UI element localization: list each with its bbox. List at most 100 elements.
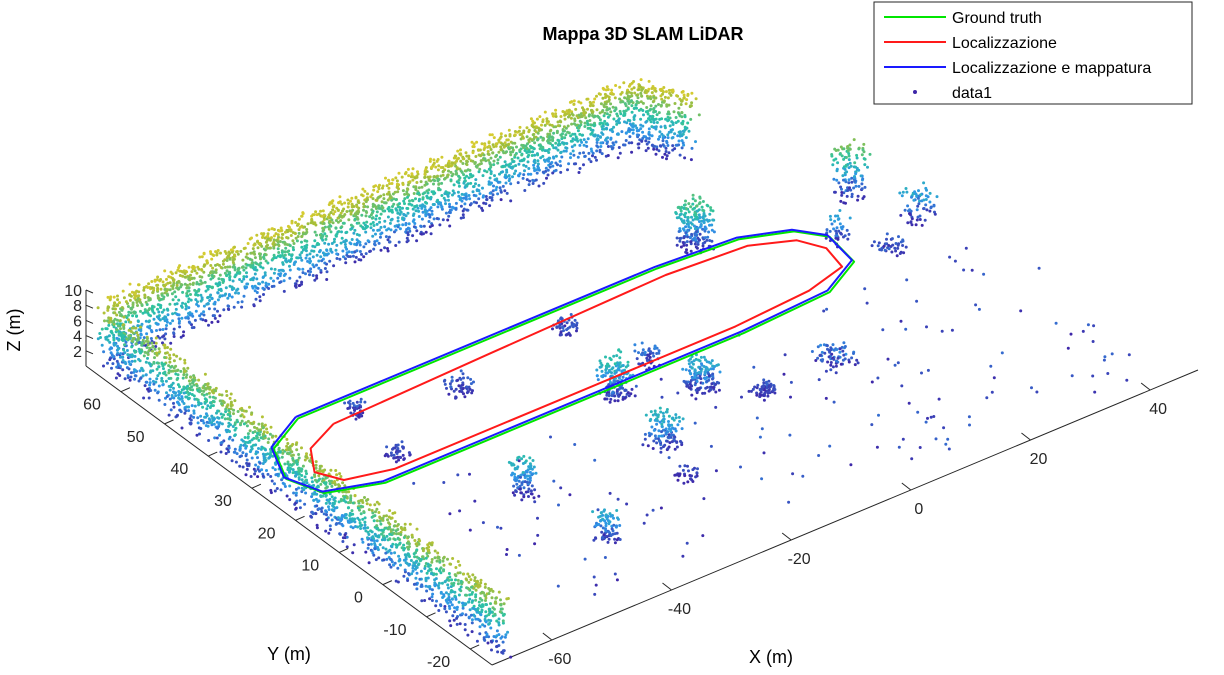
cloud-point [423,599,427,602]
cloud-point [364,529,368,533]
cloud-point [254,463,258,467]
cloud-point [102,311,106,315]
cloud-point [161,328,165,331]
cloud-point [207,439,211,442]
cloud-point [184,302,187,306]
cloud-point [583,154,587,158]
cloud-point [140,341,144,345]
cloud-point [356,506,360,510]
cloud-point [129,371,133,375]
cloud-point [194,309,198,313]
cloud-point [255,436,259,440]
cloud-point [446,218,450,222]
cloud-point [218,399,222,403]
cloud-point [300,486,304,490]
cloud-point [347,506,350,510]
cloud-point [529,172,533,176]
cloud-point [352,543,356,547]
cloud-point [520,132,523,136]
cloud-point [644,110,648,114]
cloud-point [517,162,521,166]
cloud-point [289,229,293,233]
cloud-point [200,255,204,259]
cloud-point [666,112,670,116]
cloud-point [378,183,381,187]
cloud-point [189,375,193,379]
cloud-point [201,405,205,409]
cloud-point [329,211,333,215]
cloud-point [447,169,450,173]
cloud-point [186,366,190,370]
cloud-point [582,111,586,115]
cloud-point [648,108,652,112]
cloud-point [681,132,685,136]
cloud-point [341,540,345,543]
cloud-point [457,384,461,388]
cloud-point [545,119,549,123]
cloud-point [433,556,437,560]
cloud-point [384,547,388,551]
cloud-point [660,97,664,101]
cloud-point [167,371,171,375]
cloud-point [150,286,154,290]
cloud-point [357,201,361,205]
cloud-point [328,259,332,263]
cloud-point [447,604,451,608]
cloud-point [202,386,206,390]
cloud-point [649,97,653,101]
cloud-point [588,119,592,122]
cloud-point [220,277,224,281]
cloud-point [661,143,665,147]
cloud-point [538,115,542,119]
cloud-point [554,141,558,145]
cloud-point [424,200,427,204]
cloud-point [177,321,181,325]
cloud-point [492,607,496,611]
cloud-point [182,373,186,377]
cloud-point [338,214,342,217]
cloud-point [365,220,369,224]
cloud-point [169,408,173,412]
cloud-point [601,124,605,128]
cloud-point [452,191,456,195]
cloud-point [454,566,458,569]
cloud-point [684,250,688,254]
cloud-point [254,297,258,301]
cloud-point [360,252,363,256]
cloud-point [130,354,134,357]
cloud-point [377,556,381,560]
cloud-point [423,176,427,179]
cloud-point [697,113,701,117]
cloud-point [487,587,491,590]
cloud-point [327,505,330,509]
cloud-point [202,421,206,425]
cloud-point [224,452,228,455]
cloud-point [129,375,133,379]
cloud-point [469,377,473,381]
cloud-point [166,293,170,297]
cloud-point [697,208,701,212]
cloud-point [382,534,386,538]
cloud-point [630,99,633,103]
cloud-point [388,525,391,529]
cloud-point [310,220,314,224]
cloud-point [494,142,498,146]
cloud-point [313,475,317,478]
cloud-point [559,150,563,154]
cloud-point [371,221,375,224]
cloud-point [352,404,356,408]
cloud-point [637,133,641,137]
cloud-point [293,232,297,236]
cloud-point [294,236,298,240]
cloud-point [225,394,229,397]
cloud-point [430,558,434,561]
cloud-point [411,566,415,570]
cloud-point [415,181,419,184]
cloud-point [463,603,467,607]
cloud-point [401,223,405,227]
cloud-point [343,533,347,537]
cloud-point [168,388,172,392]
cloud-point [122,296,126,300]
cloud-point [561,128,565,131]
cloud-point [447,198,450,202]
